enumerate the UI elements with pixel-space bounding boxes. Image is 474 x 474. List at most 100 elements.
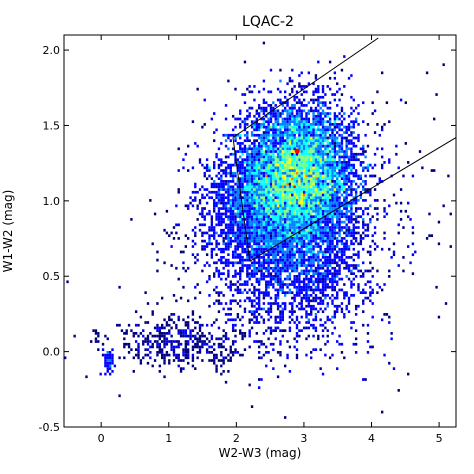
density-cell <box>302 188 306 191</box>
density-cell <box>274 231 277 235</box>
density-cell <box>111 361 114 365</box>
density-cell <box>201 209 204 213</box>
density-cell <box>312 204 315 208</box>
density-cell <box>189 196 192 200</box>
density-cell <box>293 209 296 213</box>
density-cell <box>246 275 249 278</box>
density-cell <box>371 112 374 115</box>
density-cell <box>293 185 296 189</box>
density-cell <box>265 128 268 132</box>
density-cell <box>222 204 225 208</box>
density-cell <box>305 199 308 202</box>
density-cell <box>276 220 280 224</box>
density-cell <box>272 193 275 197</box>
density-cell <box>257 291 261 295</box>
density-cell <box>217 196 221 200</box>
density-cell <box>347 133 351 137</box>
density-cell <box>241 220 244 224</box>
density-cell <box>224 261 228 265</box>
density-cell <box>324 182 327 186</box>
density-cell <box>378 180 381 183</box>
density-cell <box>236 182 240 186</box>
density-cell <box>194 199 197 202</box>
density-cell <box>198 340 202 343</box>
density-cell <box>300 280 303 284</box>
density-points-layer <box>64 41 452 419</box>
density-cell <box>307 256 311 259</box>
density-cell <box>255 147 258 151</box>
density-cell <box>253 128 256 132</box>
density-cell <box>231 215 235 219</box>
density-cell <box>250 272 254 276</box>
density-cell <box>269 242 273 246</box>
density-cell <box>326 318 329 322</box>
density-cell <box>307 136 311 140</box>
density-cell <box>241 185 244 189</box>
density-cell <box>248 383 251 387</box>
density-cell <box>333 212 337 216</box>
density-cell <box>231 212 235 216</box>
density-cell <box>220 218 223 221</box>
density-cell <box>302 228 306 232</box>
density-cell <box>227 182 230 186</box>
density-cell <box>326 334 329 338</box>
density-cell <box>312 283 315 286</box>
density-cell <box>288 76 292 80</box>
density-cell <box>279 288 282 292</box>
density-cell <box>286 247 289 251</box>
density-cell <box>319 237 322 240</box>
density-cell <box>295 207 299 210</box>
density-cell <box>250 269 254 273</box>
density-cell <box>260 174 263 178</box>
density-cell <box>104 356 107 360</box>
density-cell <box>246 272 249 276</box>
density-cell <box>321 193 325 197</box>
density-cell <box>340 150 344 153</box>
density-cell <box>267 253 270 257</box>
density-cell <box>288 133 292 137</box>
density-cell <box>168 359 171 362</box>
density-cell <box>352 180 355 183</box>
density-cell <box>305 193 308 197</box>
density-cell <box>182 250 185 254</box>
density-cell <box>352 237 355 240</box>
density-cell <box>260 226 263 229</box>
density-cell <box>338 250 341 254</box>
density-cell <box>428 234 431 238</box>
density-cell <box>343 169 346 172</box>
density-cell <box>267 201 270 205</box>
density-cell <box>281 242 284 246</box>
density-cell <box>314 139 318 143</box>
density-cell <box>312 237 315 240</box>
density-cell <box>407 201 410 205</box>
density-cell <box>248 161 251 164</box>
density-cell <box>265 215 268 219</box>
density-cell <box>369 163 372 167</box>
density-cell <box>257 226 261 229</box>
density-cell <box>213 228 216 232</box>
density-cell <box>302 253 306 257</box>
density-cell <box>255 185 258 189</box>
density-cell <box>347 76 351 80</box>
density-cell <box>274 201 277 205</box>
selection-lower-edge <box>249 137 457 262</box>
density-cell <box>331 288 334 292</box>
density-cell <box>345 161 348 164</box>
density-cell <box>295 161 299 164</box>
density-cell <box>132 332 135 335</box>
density-cell <box>336 226 339 229</box>
density-cell <box>279 313 282 316</box>
density-cell <box>269 275 273 278</box>
density-cell <box>227 275 230 278</box>
density-cell <box>326 190 329 194</box>
density-cell <box>350 180 353 183</box>
density-cell <box>392 367 396 371</box>
density-cell <box>224 188 228 191</box>
density-cell <box>326 269 329 273</box>
density-cell <box>267 291 270 295</box>
density-cell <box>153 212 157 216</box>
density-cell <box>194 182 197 186</box>
density-cell <box>359 207 363 210</box>
density-cell <box>350 158 353 162</box>
density-cell <box>276 171 280 175</box>
